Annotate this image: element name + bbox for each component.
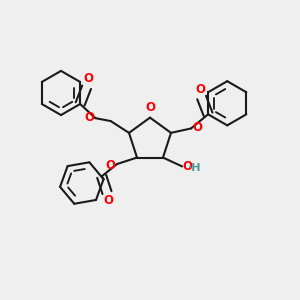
Text: O: O: [145, 101, 155, 114]
Text: O: O: [195, 83, 205, 96]
Text: O: O: [193, 121, 202, 134]
Text: O: O: [84, 73, 94, 85]
Text: O: O: [103, 194, 113, 207]
Text: O: O: [183, 160, 193, 172]
Text: O: O: [106, 159, 116, 172]
Text: O: O: [84, 111, 94, 124]
Text: ·H: ·H: [188, 163, 202, 172]
